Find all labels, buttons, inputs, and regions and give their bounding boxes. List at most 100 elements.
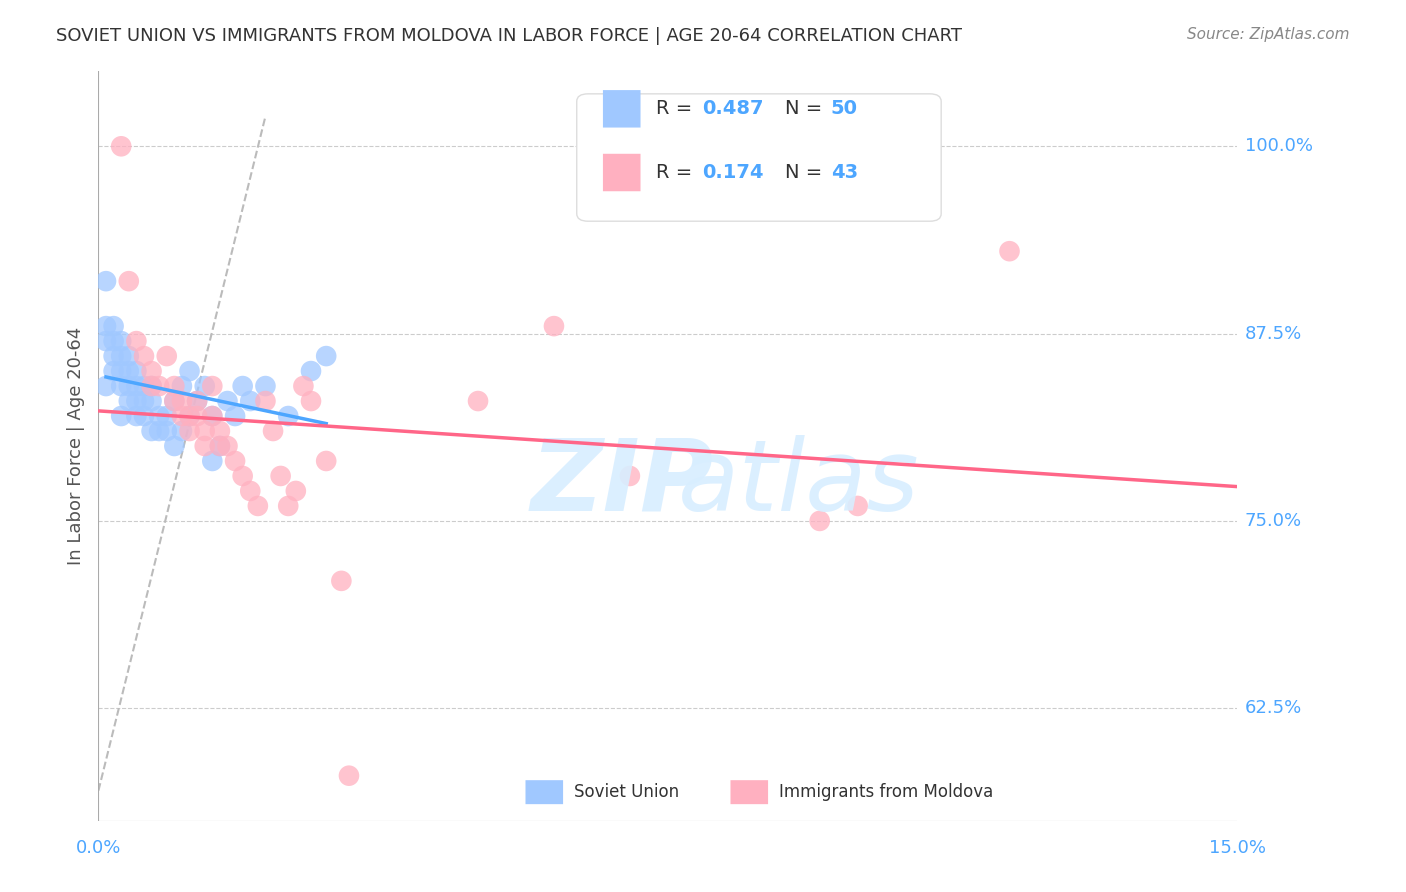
FancyBboxPatch shape [526,780,562,805]
Point [846,499,869,513]
Point [141,379,163,393]
Point [141,364,163,378]
Point [239,394,262,409]
Point [619,469,641,483]
Point [110,139,132,153]
Text: SOVIET UNION VS IMMIGRANTS FROM MOLDOVA IN LABOR FORCE | AGE 20-64 CORRELATION C: SOVIET UNION VS IMMIGRANTS FROM MOLDOVA … [56,27,962,45]
Point [467,394,489,409]
Point [277,409,299,423]
Point [284,483,307,498]
Text: 0.487: 0.487 [702,99,763,119]
Point [156,349,179,363]
Point [94,334,117,348]
Point [156,424,179,438]
Text: 62.5%: 62.5% [1244,699,1302,717]
Text: 87.5%: 87.5% [1244,325,1302,343]
Point [232,379,254,393]
Point [148,424,170,438]
Point [224,409,246,423]
Text: N =: N = [785,163,828,182]
Point [110,409,132,423]
Point [179,424,201,438]
Point [330,574,353,588]
Point [170,409,193,423]
FancyBboxPatch shape [576,94,941,221]
Point [808,514,831,528]
Point [125,379,148,393]
Point [110,349,132,363]
FancyBboxPatch shape [603,90,641,128]
Point [543,319,565,334]
Point [103,319,125,334]
FancyBboxPatch shape [603,153,641,191]
Point [125,409,148,423]
Point [246,499,269,513]
Point [132,379,155,393]
Point [186,394,208,409]
Point [132,349,155,363]
Point [186,394,208,409]
Point [110,334,132,348]
Point [132,394,155,409]
Point [254,379,277,393]
Point [201,409,224,423]
Point [337,769,360,783]
FancyBboxPatch shape [731,780,768,805]
Point [201,409,224,423]
Point [998,244,1021,259]
Point [132,409,155,423]
Point [254,394,277,409]
Point [170,379,193,393]
Point [224,454,246,468]
Point [118,274,141,288]
Point [179,409,201,423]
Point [262,424,284,438]
Point [315,349,337,363]
Text: Source: ZipAtlas.com: Source: ZipAtlas.com [1187,27,1350,42]
Point [217,439,239,453]
Point [110,364,132,378]
Point [201,454,224,468]
Point [179,364,201,378]
Text: 43: 43 [831,163,858,182]
Point [194,424,217,438]
Point [163,439,186,453]
Text: atlas: atlas [678,435,920,532]
Point [163,394,186,409]
Point [125,364,148,378]
Text: Immigrants from Moldova: Immigrants from Moldova [779,783,994,801]
Point [156,409,179,423]
Y-axis label: In Labor Force | Age 20-64: In Labor Force | Age 20-64 [66,326,84,566]
Point [125,394,148,409]
Point [277,499,299,513]
Point [208,424,231,438]
Point [292,379,315,393]
Point [118,364,141,378]
Point [94,274,117,288]
Text: 50: 50 [831,99,858,119]
Point [170,394,193,409]
Point [110,379,132,393]
Point [186,409,208,423]
Point [141,424,163,438]
Point [118,394,141,409]
Point [163,394,186,409]
Point [194,379,217,393]
Point [299,364,322,378]
Text: 75.0%: 75.0% [1244,512,1302,530]
Point [141,379,163,393]
Point [232,469,254,483]
Text: 0.174: 0.174 [702,163,763,182]
Text: ZIP: ZIP [531,435,714,532]
Point [125,334,148,348]
Point [179,409,201,423]
Point [118,349,141,363]
Point [141,394,163,409]
Text: R =: R = [657,99,699,119]
Point [103,334,125,348]
Point [148,409,170,423]
Text: N =: N = [785,99,828,119]
Text: R =: R = [657,163,699,182]
Point [239,483,262,498]
Text: 15.0%: 15.0% [1209,838,1265,856]
